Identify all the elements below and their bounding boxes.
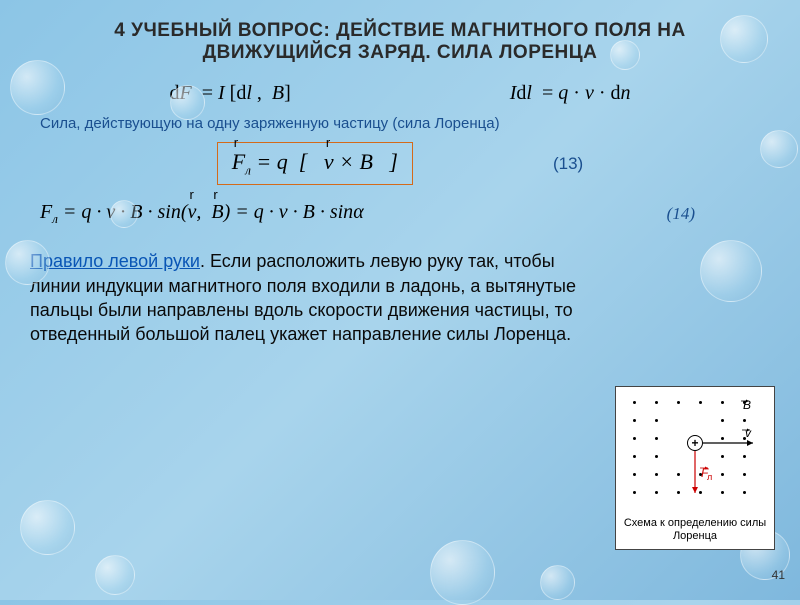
main-formula: Fл = q [ v × B ] xyxy=(217,142,413,185)
field-dot-icon xyxy=(721,491,724,494)
field-dot-icon xyxy=(743,419,746,422)
eq-num-14: (14) xyxy=(667,204,695,224)
bubble-decoration xyxy=(110,200,138,228)
formula-Idl: Idl = q · v · dn xyxy=(510,82,631,105)
field-dot-icon xyxy=(677,491,680,494)
field-dot-icon xyxy=(633,419,636,422)
field-dot-icon xyxy=(743,491,746,494)
field-dot-icon xyxy=(633,491,636,494)
field-dot-icon xyxy=(743,455,746,458)
positive-charge-icon: + xyxy=(687,435,703,451)
left-hand-rule-link[interactable]: Правило левой руки xyxy=(30,251,200,271)
field-dot-icon xyxy=(721,401,724,404)
bubble-decoration xyxy=(760,130,798,168)
field-dot-icon xyxy=(633,437,636,440)
field-dot-icon xyxy=(743,473,746,476)
field-dot-icon xyxy=(633,455,636,458)
v-label: v xyxy=(745,426,752,440)
body-text: Правило левой руки. Если расположить лев… xyxy=(0,239,800,356)
field-dot-icon xyxy=(655,401,658,404)
slide-title: 4 УЧЕБНЫЙ ВОПРОС: ДЕЙСТВИЕ МАГНИТНОГО ПО… xyxy=(0,0,800,74)
diagram-grid: v F л B + xyxy=(625,393,765,513)
field-dot-icon xyxy=(655,437,658,440)
field-dot-icon xyxy=(655,419,658,422)
field-dot-icon xyxy=(677,401,680,404)
main-formula-row: Fл = q [ v × B ] (13) xyxy=(0,138,800,189)
bubble-decoration xyxy=(20,500,75,555)
bubble-decoration xyxy=(700,240,762,302)
field-dot-icon xyxy=(699,473,702,476)
diagram-caption: Схема к определению силы Лоренца xyxy=(622,513,768,543)
bubble-decoration xyxy=(720,15,768,63)
force-note: Сила, действующую на одну заряженную час… xyxy=(0,113,800,138)
field-dot-icon xyxy=(743,401,746,404)
field-dot-icon xyxy=(699,401,702,404)
field-dot-icon xyxy=(633,401,636,404)
bubble-decoration xyxy=(10,60,65,115)
field-dot-icon xyxy=(633,473,636,476)
field-dot-icon xyxy=(721,437,724,440)
formula-row-1: dF = I [dl , B] Idl = q · v · dn xyxy=(0,74,800,113)
svg-text:л: л xyxy=(707,472,712,482)
field-dot-icon xyxy=(699,491,702,494)
lorentz-diagram: v F л B + Схема к определению силы Лорен… xyxy=(615,386,775,550)
bubble-decoration xyxy=(610,40,640,70)
field-dot-icon xyxy=(655,491,658,494)
eq-num-13: (13) xyxy=(553,154,583,174)
field-dot-icon xyxy=(677,473,680,476)
bubble-decoration xyxy=(5,240,50,285)
field-dot-icon xyxy=(721,473,724,476)
field-dot-icon xyxy=(721,455,724,458)
field-dot-icon xyxy=(743,437,746,440)
field-dot-icon xyxy=(721,419,724,422)
field-dot-icon xyxy=(655,473,658,476)
bubble-decoration xyxy=(170,85,205,120)
bubble-decoration xyxy=(540,565,575,600)
formula-14: Fл = q · v · B · sin(v, B) = q · v · B ·… xyxy=(40,201,364,227)
bubble-decoration xyxy=(430,540,495,605)
field-dot-icon xyxy=(655,455,658,458)
bubble-decoration xyxy=(95,555,135,595)
page-number: 41 xyxy=(772,568,785,582)
